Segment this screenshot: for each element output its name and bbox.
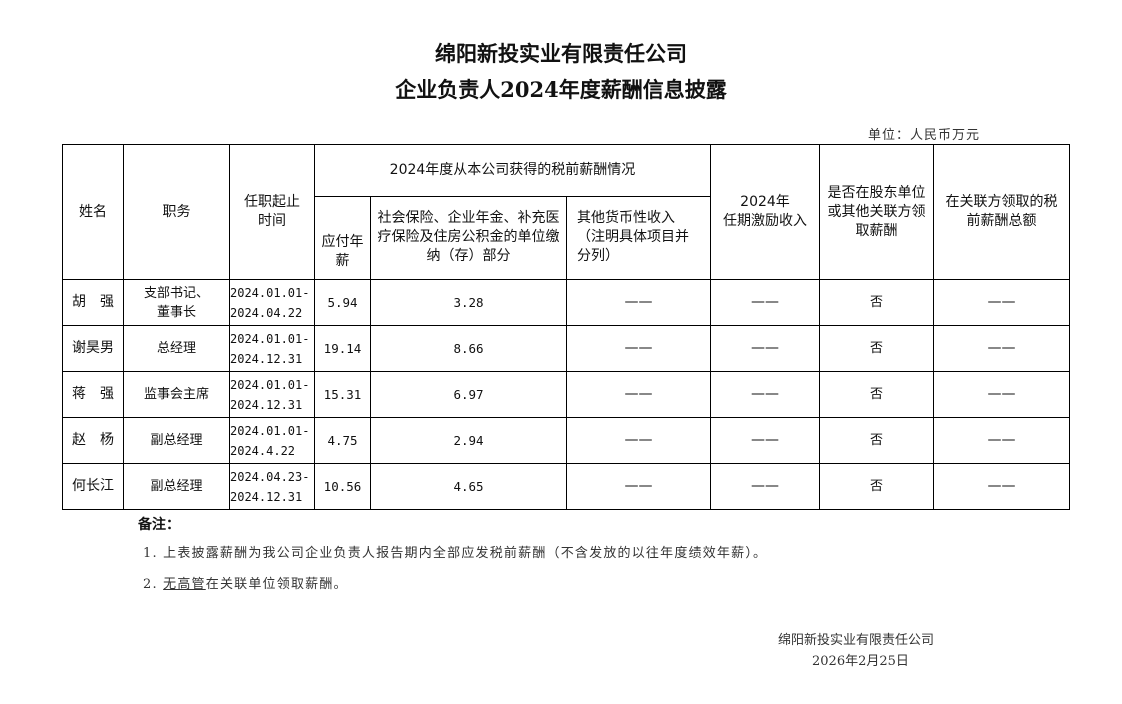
note-1: 1. 上表披露薪酬为我公司企业负责人报告期内全部应发税前薪酬（不含发放的以往年度… [143, 546, 768, 561]
term-end: 2024.4.22 [230, 443, 296, 458]
header-group: 2024年度从本公司获得的税前薪酬情况 [314, 144, 711, 197]
cell-related-total: —— [933, 463, 1070, 510]
cell-salary: 10.56 [314, 463, 371, 510]
cell-position: 副总经理 [123, 463, 230, 510]
cell-incentive: —— [710, 417, 820, 464]
signature-company: 绵阳新投实业有限责任公司 [778, 633, 935, 648]
cell-other: —— [566, 417, 711, 464]
cell-related-total: —— [933, 417, 1070, 464]
note-2-prefix: 2. [143, 577, 164, 592]
note-2-rest: 在关联单位领取薪酬。 [205, 577, 348, 592]
cell-term: 2024.01.01- 2024.12.31 [229, 371, 315, 418]
cell-salary: 4.75 [314, 417, 371, 464]
cell-related: 否 [819, 417, 934, 464]
cell-term: 2024.01.01- 2024.4.22 [229, 417, 315, 464]
header-related-total: 在关联方领取的税前薪酬总额 [933, 144, 1070, 280]
cell-salary: 19.14 [314, 325, 371, 372]
cell-other: —— [566, 325, 711, 372]
term-start: 2024.01.01- [230, 285, 310, 300]
table-row: 何长江 副总经理 2024.04.23- 2024.12.31 10.56 4.65 —— —… [62, 463, 1070, 510]
table-row: 谢昊男 总经理 2024.01.01- 2024.12.31 19.14 8.66 —— ——… [62, 325, 1070, 372]
cell-term: 2024.01.01- 2024.04.22 [229, 279, 315, 326]
header-incentive-label: 任期激励收入 [723, 213, 807, 229]
compensation-table: 姓名 职务 任职起止时间 2024年度从本公司获得的税前薪酬情况 2024年任期… [62, 144, 1070, 510]
header-position: 职务 [123, 144, 230, 280]
header-salary: 应付年薪 [314, 196, 371, 280]
table-row: 蒋 强监事会主席 2024.01.01- 2024.12.31 15.31 6.97 ——… [62, 371, 1070, 418]
cell-term: 2024.01.01- 2024.12.31 [229, 325, 315, 372]
cell-incentive: —— [710, 279, 820, 326]
term-end: 2024.12.31 [230, 397, 303, 412]
cell-name: 何长江 [62, 463, 124, 510]
table-row: 赵 杨副总经理 2024.01.01- 2024.4.22 4.75 2.94 —— —— 否… [62, 417, 1070, 464]
cell-incentive: —— [710, 371, 820, 418]
note-2-underlined: 无高管 [163, 577, 206, 592]
cell-name: 蒋 强 [62, 371, 124, 418]
cell-related-total: —— [933, 279, 1070, 326]
cell-salary: 5.94 [314, 279, 371, 326]
cell-name: 赵 杨 [62, 417, 124, 464]
header-other: 其他货币性收入（注明具体项目并分列） [566, 196, 711, 280]
cell-insurance: 6.97 [370, 371, 567, 418]
document-title: 绵阳新投实业有限责任公司 [435, 41, 687, 66]
cell-other: —— [566, 371, 711, 418]
term-start: 2024.01.01- [230, 331, 310, 346]
cell-other: —— [566, 463, 711, 510]
header-name: 姓名 [62, 144, 124, 280]
cell-position: 副总经理 [123, 417, 230, 464]
signature-date: 2026年2月25日 [812, 654, 909, 669]
header-related: 是否在股东单位或其他关联方领取薪酬 [819, 144, 934, 280]
term-start: 2024.01.01- [230, 377, 310, 392]
document-subtitle: 企业负责人2024年度薪酬信息披露 [395, 77, 727, 102]
notes-label: 备注： [138, 517, 180, 533]
cell-related: 否 [819, 371, 934, 418]
cell-incentive: —— [710, 463, 820, 510]
header-incentive-year: 2024年 [740, 194, 790, 210]
term-end: 2024.04.22 [230, 305, 303, 320]
term-start: 2024.01.01- [230, 423, 310, 438]
cell-related-total: —— [933, 325, 1070, 372]
term-end: 2024.12.31 [230, 351, 303, 366]
header-term: 任职起止时间 [229, 144, 315, 280]
note-2: 2. 无高管在关联单位领取薪酬。 [143, 573, 348, 592]
cell-name: 胡 强 [62, 279, 124, 326]
cell-insurance: 8.66 [370, 325, 567, 372]
cell-related-total: —— [933, 371, 1070, 418]
header-insurance: 社会保险、企业年金、补充医疗保险及住房公积金的单位缴纳（存）部分 [370, 196, 567, 280]
cell-related: 否 [819, 279, 934, 326]
cell-position: 总经理 [123, 325, 230, 372]
cell-position: 监事会主席 [123, 371, 230, 418]
cell-insurance: 3.28 [370, 279, 567, 326]
header-incentive: 2024年任期激励收入 [710, 144, 820, 280]
unit-label: 单位：人民币万元 [868, 128, 981, 143]
cell-insurance: 2.94 [370, 417, 567, 464]
cell-name: 谢昊男 [62, 325, 124, 372]
cell-term: 2024.04.23- 2024.12.31 [229, 463, 315, 510]
cell-related: 否 [819, 463, 934, 510]
table-row: 胡 强支部书记、董事长 2024.01.01- 2024.04.22 5.94 3.28… [62, 279, 1070, 326]
cell-salary: 15.31 [314, 371, 371, 418]
term-end: 2024.12.31 [230, 489, 303, 504]
cell-incentive: —— [710, 325, 820, 372]
cell-other: —— [566, 279, 711, 326]
cell-related: 否 [819, 325, 934, 372]
cell-insurance: 4.65 [370, 463, 567, 510]
term-start: 2024.04.23- [230, 469, 310, 484]
cell-position: 支部书记、董事长 [123, 279, 230, 326]
